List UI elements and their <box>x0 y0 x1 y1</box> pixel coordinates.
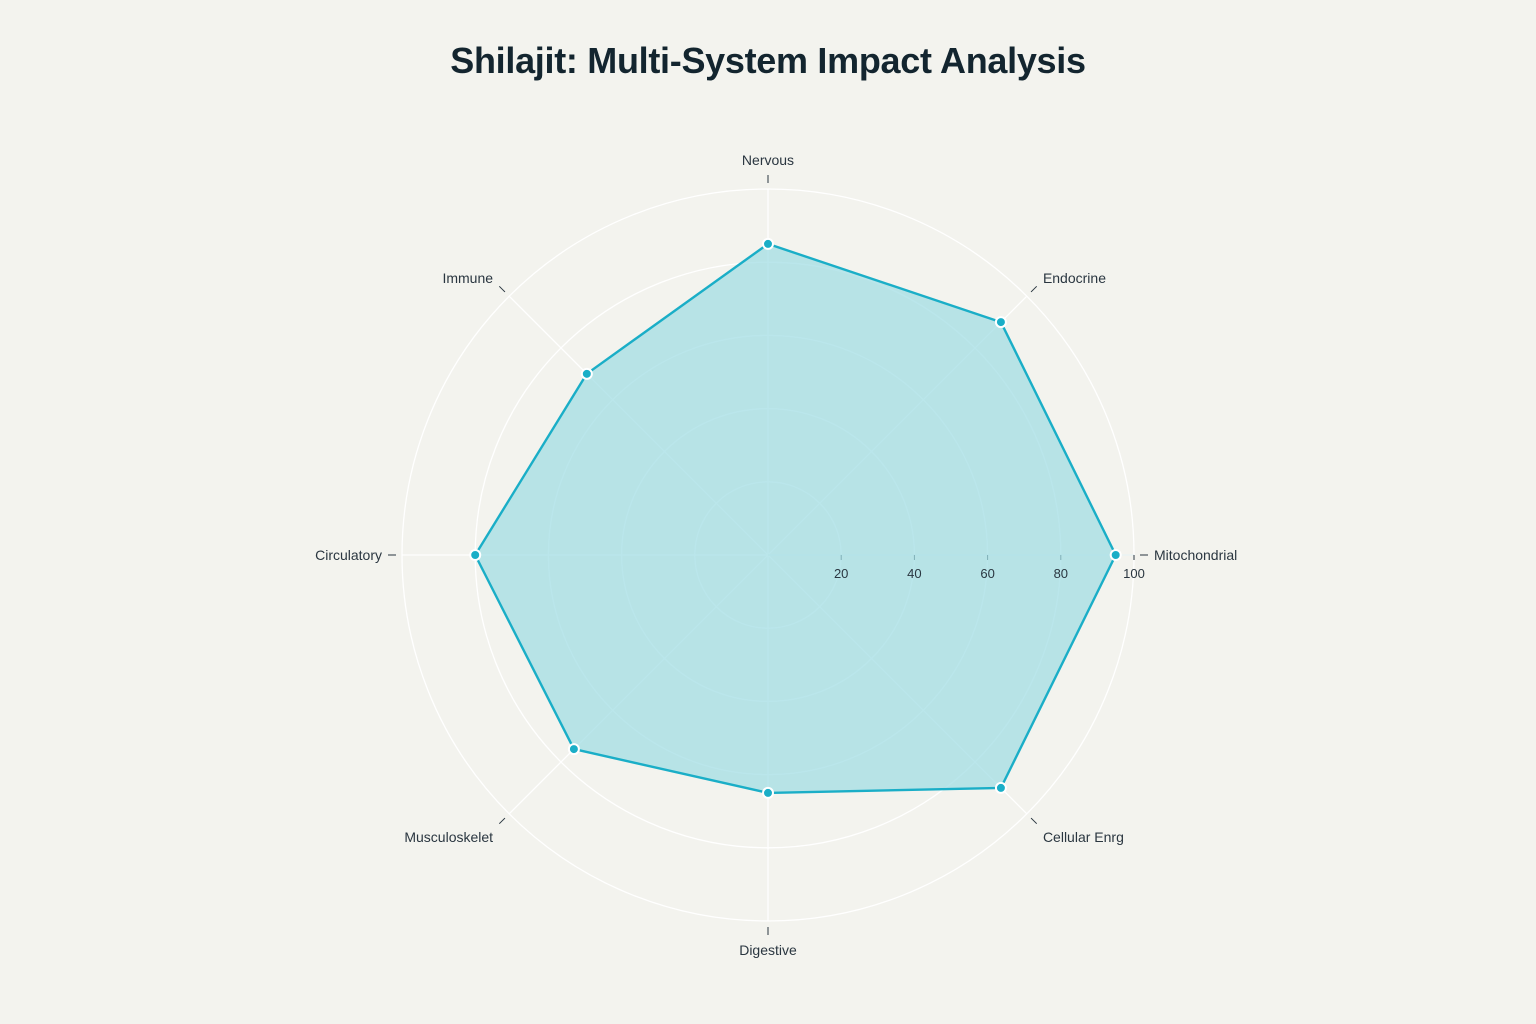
data-point <box>1109 549 1122 561</box>
data-point <box>762 786 774 799</box>
data-point <box>994 316 1007 329</box>
data-point <box>469 549 482 561</box>
radial-tick-label: 60 <box>980 566 994 581</box>
category-tick <box>498 285 506 293</box>
category-tick <box>498 817 506 825</box>
data-point <box>762 237 774 250</box>
category-label: Cellular Enrg <box>1043 829 1124 845</box>
category-tick <box>1030 285 1038 293</box>
category-label: Endocrine <box>1043 270 1106 286</box>
series-area <box>475 243 1116 793</box>
chart-title: Shilajit: Multi-System Impact Analysis <box>450 40 1086 81</box>
category-label: Musculoskelet <box>404 829 493 845</box>
category-label: Digestive <box>739 942 797 958</box>
data-point <box>580 367 593 380</box>
radar-point-layer <box>469 237 1122 799</box>
radial-tick-label: 80 <box>1054 566 1068 581</box>
category-label: Circulatory <box>315 547 382 563</box>
radial-tick-label: 100 <box>1123 566 1145 581</box>
category-label: Mitochondrial <box>1154 547 1237 563</box>
radar-area-layer <box>474 242 1117 795</box>
data-point <box>994 781 1007 794</box>
data-point <box>567 743 580 756</box>
radial-tick-label: 20 <box>834 566 848 581</box>
radar-label-layer: 20 40 60 80 100 Mitochondrial Endocrine Nervous… <box>315 152 1237 958</box>
category-tick <box>1030 817 1038 825</box>
category-label: Nervous <box>742 152 794 168</box>
radial-tick-label: 40 <box>907 566 921 581</box>
category-label: Immune <box>442 270 493 286</box>
